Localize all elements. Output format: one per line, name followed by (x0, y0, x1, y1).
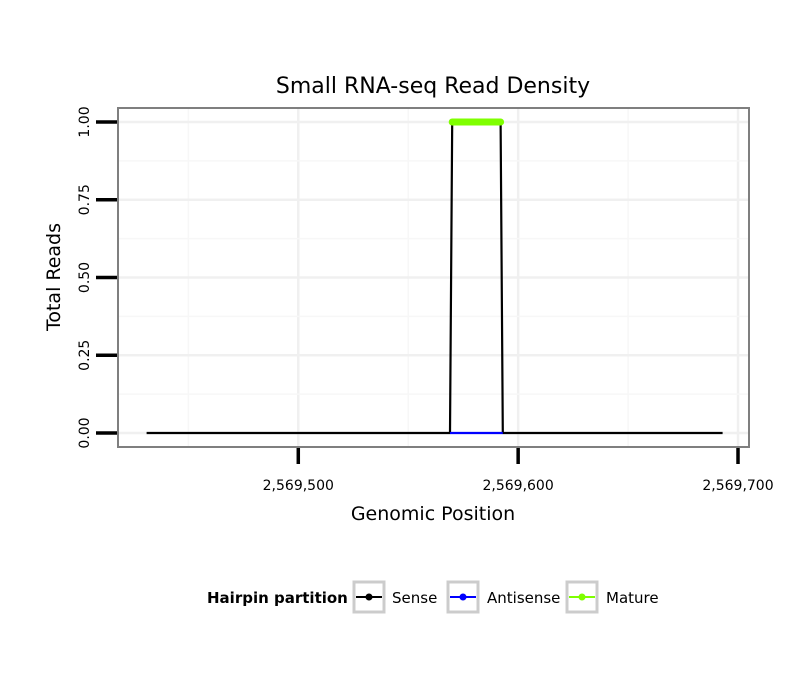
y-axis-label: Total Reads (43, 223, 65, 332)
legend-label-mature: Mature (606, 589, 659, 607)
x-tick-label: 2,569,600 (483, 478, 554, 494)
legend-label-sense: Sense (392, 589, 437, 607)
y-tick-label: 0.25 (77, 340, 93, 371)
axes: 0.00 0.25 0.50 0.75 1.00 2,569,500 2,569,600 2,… (77, 106, 774, 494)
legend-point-sense (365, 593, 373, 601)
chart-title: Small RNA-seq Read Density (276, 74, 590, 99)
y-tick-label: 0.75 (77, 184, 93, 215)
x-tick-label: 2,569,500 (263, 478, 334, 494)
x-axis-label: Genomic Position (351, 503, 515, 525)
legend-item-sense: Sense (352, 580, 437, 614)
legend-point-mature (578, 593, 586, 601)
y-tick-label: 0.00 (77, 417, 93, 448)
x-tick-label: 2,569,700 (702, 478, 773, 494)
series-layer (146, 118, 723, 435)
legend: Hairpin partition Sense Antisense Mature (207, 580, 659, 614)
legend-item-antisense: Antisense (446, 580, 560, 614)
y-tick-label: 0.50 (77, 262, 93, 293)
legend-item-mature: Mature (565, 580, 659, 614)
legend-title: Hairpin partition (207, 589, 348, 607)
legend-point-antisense (459, 593, 467, 601)
legend-label-antisense: Antisense (487, 589, 560, 607)
y-tick-label: 1.00 (77, 106, 93, 137)
